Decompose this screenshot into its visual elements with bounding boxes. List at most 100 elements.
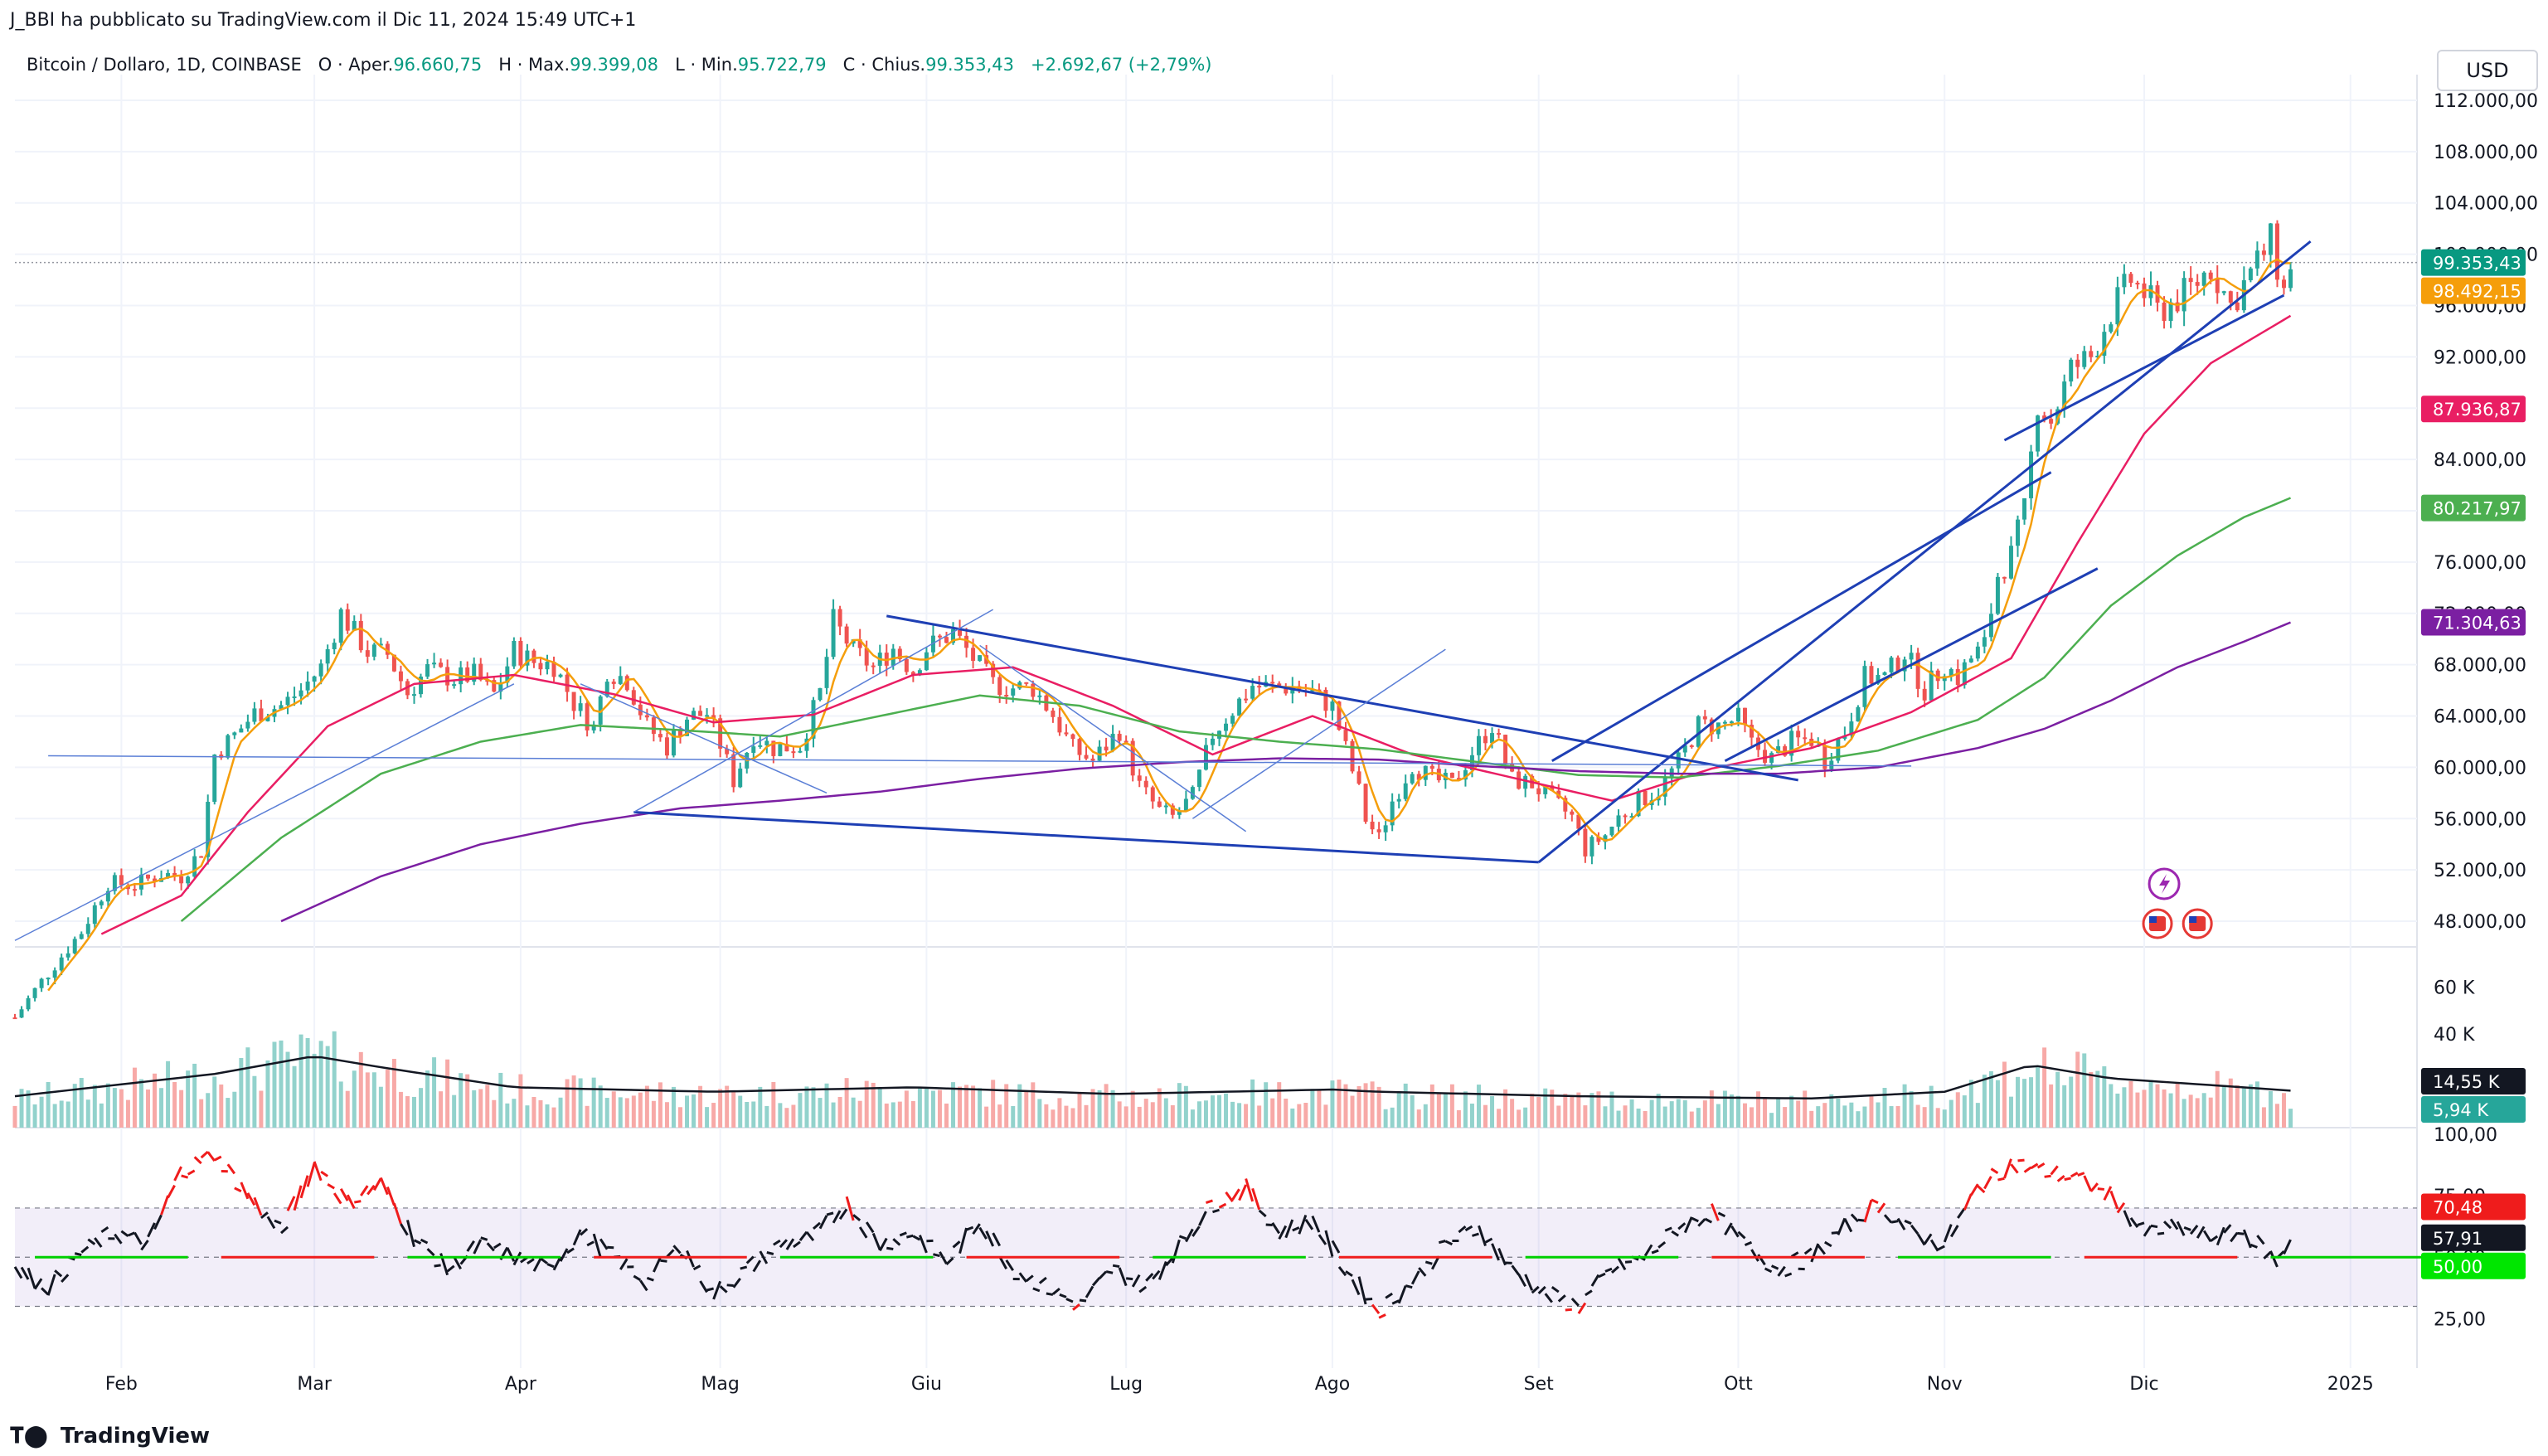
rsi-segment [1531,1285,1540,1294]
candle-body [2274,223,2279,280]
volume-bar [452,1094,457,1128]
volume-tag: 5,94 K [2433,1100,2489,1120]
volume-bar [498,1072,503,1128]
rsi-segment [1997,1177,2005,1182]
candle-body [811,700,816,739]
volume-bar [1357,1085,1361,1128]
volume-bar [818,1098,823,1128]
volume-bar [1842,1105,1847,1128]
candle-body [505,666,510,683]
rsi-segment [346,1194,356,1210]
candle-body [1363,784,1368,822]
candle-body [1170,805,1175,815]
candle-body [52,970,57,978]
rsi-segment [226,1163,236,1175]
rsi-segment [1351,1279,1361,1296]
rsi-segment [214,1155,222,1162]
rsi-segment [745,1255,755,1264]
rsi-segment [1284,1219,1294,1239]
volume-bar [651,1100,656,1128]
rsi-segment [1397,1285,1407,1304]
rsi-segment [2129,1216,2139,1229]
volume-bar [991,1080,996,1128]
rsi-segment [1737,1230,1746,1240]
candle-body [944,637,949,643]
rsi-segment [719,1285,728,1293]
volume-bar [1702,1100,1707,1128]
rsi-segment [2263,1250,2272,1259]
volume-bar [1603,1106,1608,1128]
trendline [2003,294,2285,442]
rsi-segment [1311,1215,1321,1233]
candle-body [472,663,477,682]
volume-bar [2089,1071,2094,1128]
candle-body [1550,785,1555,791]
volume-bar [1576,1092,1581,1128]
candle-body [518,641,523,666]
candle-body [1230,716,1235,724]
volume-bar [1004,1084,1009,1128]
rsi-segment [1570,1298,1580,1307]
time-tick-label: Apr [505,1374,537,1395]
candle-body [978,655,983,661]
volume-bar [1104,1084,1109,1128]
candle-body [1643,790,1648,806]
rsi-segment [54,1269,63,1278]
rsi-segment [779,1239,789,1249]
rsi-segment [200,1150,209,1159]
volume-bar [1497,1109,1502,1128]
volume-bar [1729,1094,1734,1128]
candle-body [1090,758,1095,761]
volume-bar [551,1107,556,1128]
candle-body [2228,291,2233,303]
rsi-segment [1072,1303,1080,1311]
candle-body [1722,721,1727,724]
rsi-segment [1059,1293,1067,1298]
price-tag-bg [2421,609,2526,636]
candle-body [439,662,444,667]
rsi-segment [2269,1250,2279,1268]
volume-bar [1429,1084,1434,1128]
rsi-segment [766,1250,774,1255]
candle-body [1469,755,1474,770]
rsi-segment [740,1265,748,1270]
candle-body [1343,730,1348,741]
volume-bar [864,1080,869,1128]
volume-bar [1609,1091,1614,1128]
volume-bar [19,1089,24,1128]
volume-bar [611,1091,616,1128]
rsi-segment [2083,1175,2093,1192]
volume-bar [844,1078,849,1128]
volume-bar [99,1103,104,1128]
rsi-segment [1624,1260,1633,1264]
volume-bar [1217,1094,1222,1128]
volume-bar [179,1090,184,1128]
volume-bar [192,1063,197,1128]
event-icons [2142,867,2213,939]
volume-bar [924,1087,929,1128]
rsi-tick-label: 100,00 [2434,1125,2497,1146]
candle-body [678,730,682,736]
candle-body [32,988,37,998]
candle-body [1988,614,1993,638]
volume-bar [252,1075,257,1128]
rsi-segment [1524,1274,1534,1291]
rsi-segment [1191,1225,1201,1237]
volume-bar [1856,1111,1861,1128]
candle-body [432,662,437,665]
currency-selector[interactable]: USD [2437,50,2538,91]
candle-body [2162,302,2167,322]
volume-bar [445,1059,450,1128]
volume-tick-label: 60 K [2434,978,2475,998]
rsi-segment [2103,1186,2113,1201]
rsi-segment [327,1183,335,1190]
candle-body [1429,765,1434,769]
tradingview-brand[interactable]: 𝐓⬤ TradingView [10,1424,210,1449]
rsi-segment [80,1245,90,1254]
volume-bar [1536,1097,1541,1128]
rsi-segment [1551,1286,1560,1293]
candle-body [778,744,783,756]
volume-bar [239,1057,244,1128]
volume-bar [1317,1089,1322,1128]
